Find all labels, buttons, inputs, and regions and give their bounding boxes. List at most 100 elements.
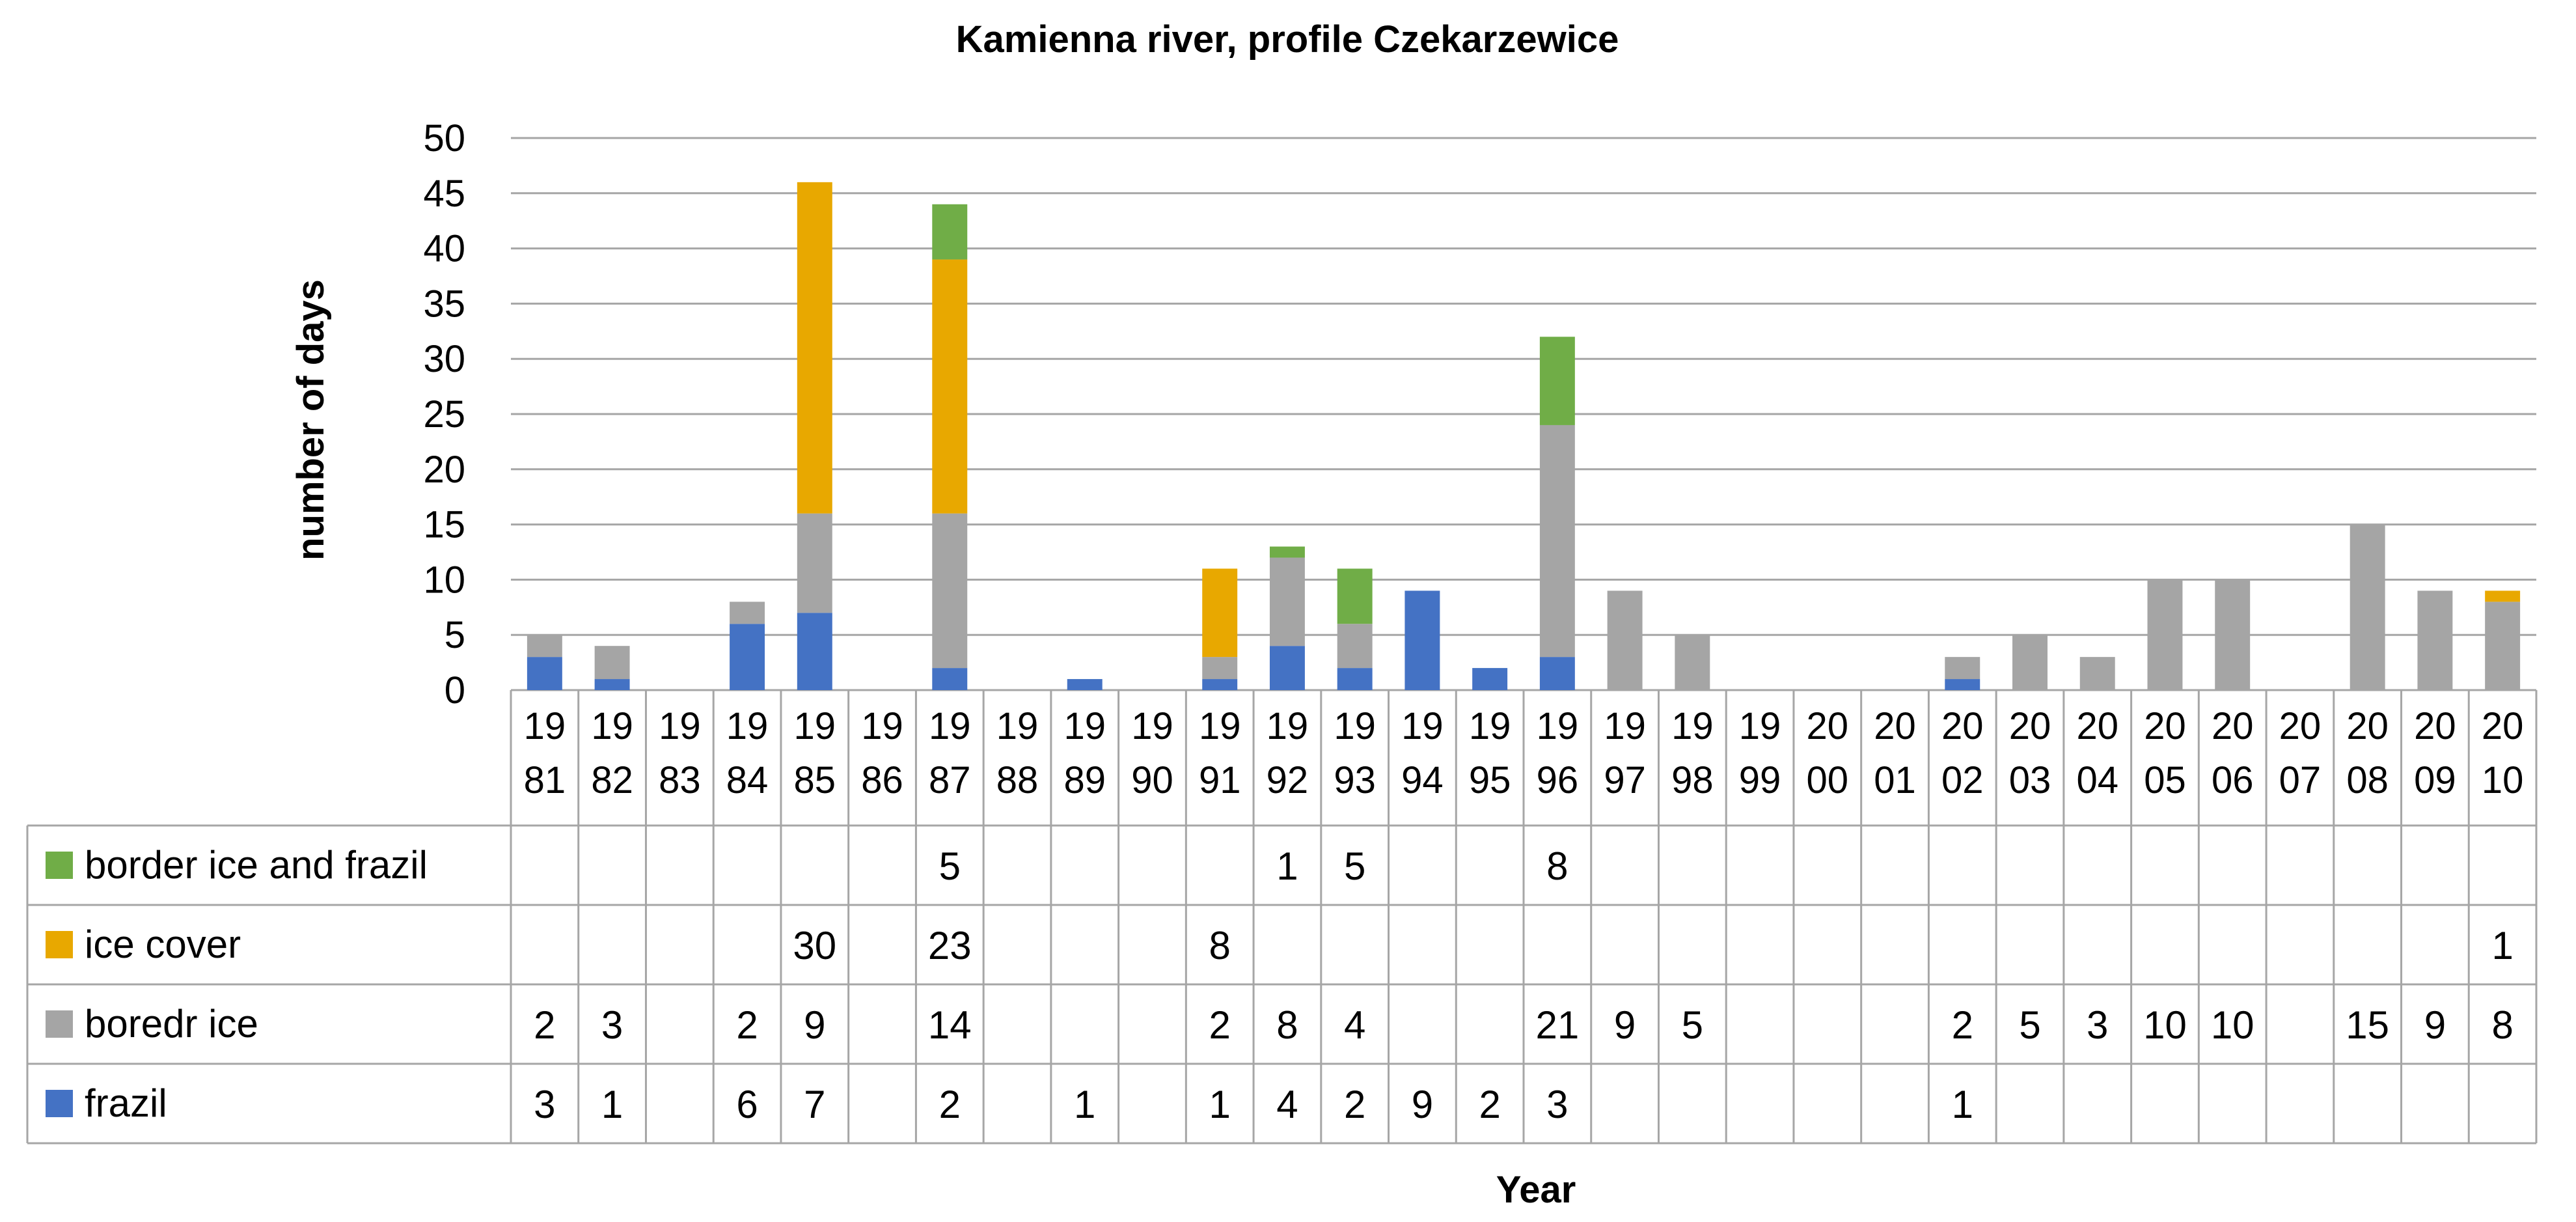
data-label: 2 (736, 1003, 758, 1047)
x-tick-label: 19 (1739, 705, 1781, 747)
data-label: 9 (1614, 1003, 1636, 1047)
x-tick-label: 19 (1469, 705, 1511, 747)
bar-ice-cover (1202, 568, 1238, 658)
x-tick-label: 19 (591, 705, 633, 747)
bar-boredr-ice (2350, 524, 2385, 690)
bar-boredr-ice (797, 513, 832, 613)
bar-boredr-ice (2417, 590, 2453, 690)
data-label: 2 (1344, 1083, 1365, 1126)
data-label: 9 (804, 1003, 825, 1047)
data-label: 5 (1682, 1003, 1703, 1047)
data-label: 6 (736, 1083, 758, 1126)
data-label: 1 (2491, 924, 2513, 967)
y-tick-label: 5 (445, 614, 465, 656)
bar-frazil (797, 613, 832, 690)
data-label: 3 (534, 1083, 555, 1126)
data-label: 9 (1412, 1083, 1433, 1126)
data-label: 30 (793, 924, 836, 967)
bar-boredr-ice (1675, 635, 1710, 690)
bar-frazil (1945, 679, 1980, 690)
bar-border-ice-and-frazil (1539, 337, 1575, 425)
bar-frazil (527, 657, 562, 690)
y-tick-label: 25 (423, 393, 465, 436)
x-tick-label: 19 (794, 705, 836, 747)
x-tick-label: 20 (2212, 705, 2254, 747)
data-label: 2 (939, 1083, 961, 1126)
x-tick-label: 89 (1063, 759, 1106, 801)
bar-boredr-ice (1269, 557, 1305, 646)
bar-boredr-ice (1202, 657, 1238, 680)
x-tick-label: 93 (1334, 759, 1376, 801)
legend-label: boredr ice (85, 1002, 258, 1046)
bar-border-ice-and-frazil (1337, 568, 1373, 624)
data-label: 5 (2019, 1003, 2040, 1047)
x-tick-label: 20 (1941, 705, 1984, 747)
bar-boredr-ice (594, 646, 630, 680)
y-tick-label: 10 (423, 559, 465, 601)
bar-ice-cover (932, 259, 968, 514)
x-tick-label: 20 (2279, 705, 2322, 747)
bar-boredr-ice (527, 635, 562, 658)
bar-frazil (1269, 646, 1305, 690)
data-label: 1 (1209, 1083, 1231, 1126)
data-label: 5 (939, 844, 961, 888)
x-tick-label: 84 (726, 759, 769, 801)
chart-title: Kamienna river, profile Czekarzewice (956, 18, 1619, 61)
x-tick-label: 20 (2414, 705, 2456, 747)
x-tick-label: 19 (1131, 705, 1173, 747)
data-label: 2 (1479, 1083, 1500, 1126)
x-tick-label: 90 (1131, 759, 1173, 801)
data-label: 9 (2424, 1003, 2446, 1047)
x-tick-label: 10 (2482, 759, 2524, 801)
bar-border-ice-and-frazil (1269, 546, 1305, 558)
legend-label: ice cover (85, 923, 241, 966)
bar-boredr-ice (2079, 657, 2115, 690)
x-tick-label: 07 (2279, 759, 2322, 801)
x-tick-label: 88 (996, 759, 1039, 801)
x-tick-label: 97 (1604, 759, 1646, 801)
data-label: 1 (1074, 1083, 1095, 1126)
data-label: 8 (1546, 844, 1568, 888)
x-tick-label: 99 (1739, 759, 1781, 801)
x-tick-label: 19 (1267, 705, 1309, 747)
data-label: 2 (1952, 1003, 1973, 1047)
x-tick-label: 82 (591, 759, 633, 801)
data-label: 7 (804, 1083, 825, 1126)
data-label: 4 (1276, 1083, 1298, 1126)
x-tick-label: 96 (1537, 759, 1579, 801)
data-label: 23 (928, 924, 972, 967)
x-tick-label: 02 (1941, 759, 1984, 801)
bar-ice-cover (2485, 590, 2521, 602)
bar-frazil (1067, 679, 1103, 690)
data-label: 1 (1952, 1083, 1973, 1126)
data-label: 3 (1546, 1083, 1568, 1126)
data-label: 10 (2211, 1003, 2254, 1047)
bar-frazil (1202, 679, 1238, 690)
x-tick-label: 04 (2076, 759, 2118, 801)
y-tick-labels: 0 5 10 15 20 25 30 35 40 45 50 (423, 117, 465, 712)
x-tick-label: 19 (1063, 705, 1106, 747)
data-label: 10 (2143, 1003, 2187, 1047)
x-tick-label: 20 (2144, 705, 2186, 747)
y-tick-label: 0 (445, 669, 465, 712)
data-table: 1981198219831984198519861987198819891990… (26, 690, 2538, 1145)
x-tick-label: 20 (2346, 705, 2389, 747)
x-tick-label: 92 (1267, 759, 1309, 801)
x-tick-label: 94 (1401, 759, 1444, 801)
bar-boredr-ice (1945, 657, 1980, 680)
data-label: 2 (534, 1003, 555, 1047)
x-tick-label: 19 (726, 705, 769, 747)
x-tick-label: 83 (659, 759, 701, 801)
x-tick-label: 03 (2009, 759, 2051, 801)
y-tick-label: 15 (423, 504, 465, 546)
gridlines (511, 137, 2536, 691)
x-tick-label: 19 (929, 705, 971, 747)
data-label: 1 (601, 1083, 623, 1126)
x-tick-label: 19 (1401, 705, 1444, 747)
bar-border-ice-and-frazil (932, 204, 968, 260)
data-label: 4 (1344, 1003, 1365, 1047)
x-tick-label: 19 (659, 705, 701, 747)
y-tick-label: 35 (423, 283, 465, 325)
x-tick-label: 98 (1671, 759, 1714, 801)
x-tick-label: 19 (996, 705, 1039, 747)
